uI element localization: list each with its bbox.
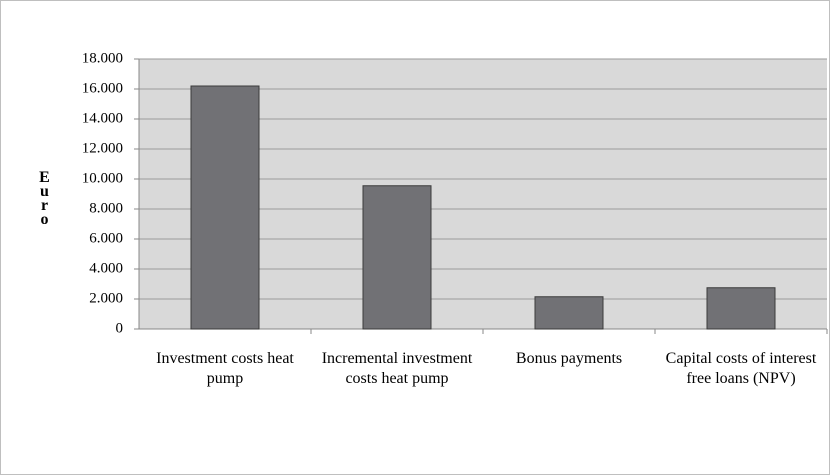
x-tick-label: Bonus payments [515,350,623,367]
y-tick-label: 12.000 [82,140,123,156]
y-tick-label: 2.000 [89,290,123,306]
y-tick-label: 0 [116,320,124,336]
bar [706,287,776,330]
x-tick-label: Incremental investment costs heat pump [321,350,473,387]
y-tick-label: 6.000 [89,230,123,246]
y-tick-label: 10.000 [82,170,123,186]
x-tick-label: Capital costs of interest free loans (NP… [665,350,817,387]
bar [190,85,260,330]
y-tick-label: 8.000 [89,200,123,216]
y-tick-label: 18.000 [82,50,123,66]
bar [362,185,432,330]
y-tick-label: 4.000 [89,260,123,276]
y-tick-label: 16.000 [82,80,123,96]
y-axis-label: Euro [36,169,53,225]
bar [534,296,604,330]
y-tick-label: 14.000 [82,110,123,126]
x-tick-label: Investment costs heat pump [156,350,294,387]
